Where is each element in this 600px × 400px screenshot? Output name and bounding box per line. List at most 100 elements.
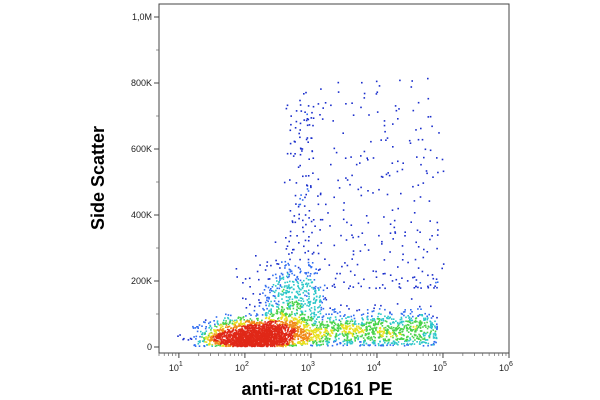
event-dot [274,341,277,343]
event-dot [419,339,422,341]
event-dot [280,327,283,330]
event-dot [397,266,399,268]
event-dot [311,312,313,314]
event-dot [253,328,256,330]
event-dot [423,332,425,335]
event-dot [338,325,340,327]
event-dot [237,316,240,318]
event-dot [354,274,356,276]
event-dot [220,341,223,343]
event-dot [378,85,381,87]
event-dot [292,288,295,290]
event-dot [314,285,317,288]
event-dot [413,276,416,278]
event-dot [212,336,215,338]
event-dot [351,342,353,345]
event-dot [351,174,353,177]
event-dot [208,335,211,337]
event-dot [288,323,291,326]
event-dot [215,339,217,342]
event-dot [328,341,330,344]
event-dot [310,329,312,331]
event-dot [234,321,236,324]
event-dot [223,323,225,325]
event-dot [196,330,199,333]
event-dot [346,327,348,329]
event-dot [301,287,304,289]
event-dot [274,335,277,337]
event-dot [269,289,271,291]
event-dot [300,110,303,112]
event-dot [290,331,292,333]
event-dot [237,329,240,331]
event-dot [363,340,365,342]
event-dot [384,287,386,290]
event-dot [370,328,373,330]
event-dot [436,328,438,330]
event-dot [275,338,278,341]
event-dot [339,311,341,313]
event-dot [291,343,294,345]
event-dot [431,235,433,237]
event-dot [419,231,421,233]
event-dot [364,339,366,341]
event-dot [294,335,297,337]
event-dot [420,287,422,289]
event-dot [346,343,348,345]
event-dot [315,332,317,334]
event-dot [386,331,388,333]
event-dot [322,340,325,342]
event-dot [275,302,277,305]
event-dot [310,117,313,119]
event-dot [297,338,299,340]
event-dot [401,333,403,336]
event-dot [309,303,311,306]
event-dot [343,335,345,337]
event-dot [233,341,236,344]
event-dot [228,333,231,336]
event-dot [301,148,304,150]
event-dot [319,114,321,116]
event-dot [385,139,387,141]
event-dot [226,332,229,335]
event-dot [380,175,383,178]
event-dot [237,317,239,319]
event-dot [278,287,281,290]
event-dot [265,285,267,288]
event-dot [264,332,266,335]
event-dot [381,344,383,346]
event-dot [277,332,279,335]
event-dot [384,341,386,344]
event-dot [268,321,271,323]
event-dot [354,338,356,340]
event-dot [420,308,422,310]
event-dot [222,332,225,334]
event-dot [299,330,302,332]
event-dot [397,160,399,163]
event-dot [276,280,278,282]
event-dot [289,270,292,273]
plot-frame [158,3,510,354]
event-dot [436,323,438,325]
event-dot [289,179,291,181]
event-dot [283,327,285,330]
event-dot [408,340,410,342]
event-dot [300,300,302,302]
event-dot [370,321,373,324]
event-dot [423,341,426,344]
event-dot [238,345,240,347]
event-dot [246,333,248,336]
event-dot [253,331,256,333]
event-dot [337,323,339,325]
event-dot [279,332,282,334]
event-dot [410,317,412,320]
event-dot [325,337,327,339]
event-dot [225,323,227,325]
event-dot [304,338,307,340]
event-dot [388,174,391,177]
event-dot [402,253,404,256]
event-dot [275,312,278,315]
event-dot [295,335,298,337]
event-dot [401,343,403,345]
event-dot [284,318,286,320]
